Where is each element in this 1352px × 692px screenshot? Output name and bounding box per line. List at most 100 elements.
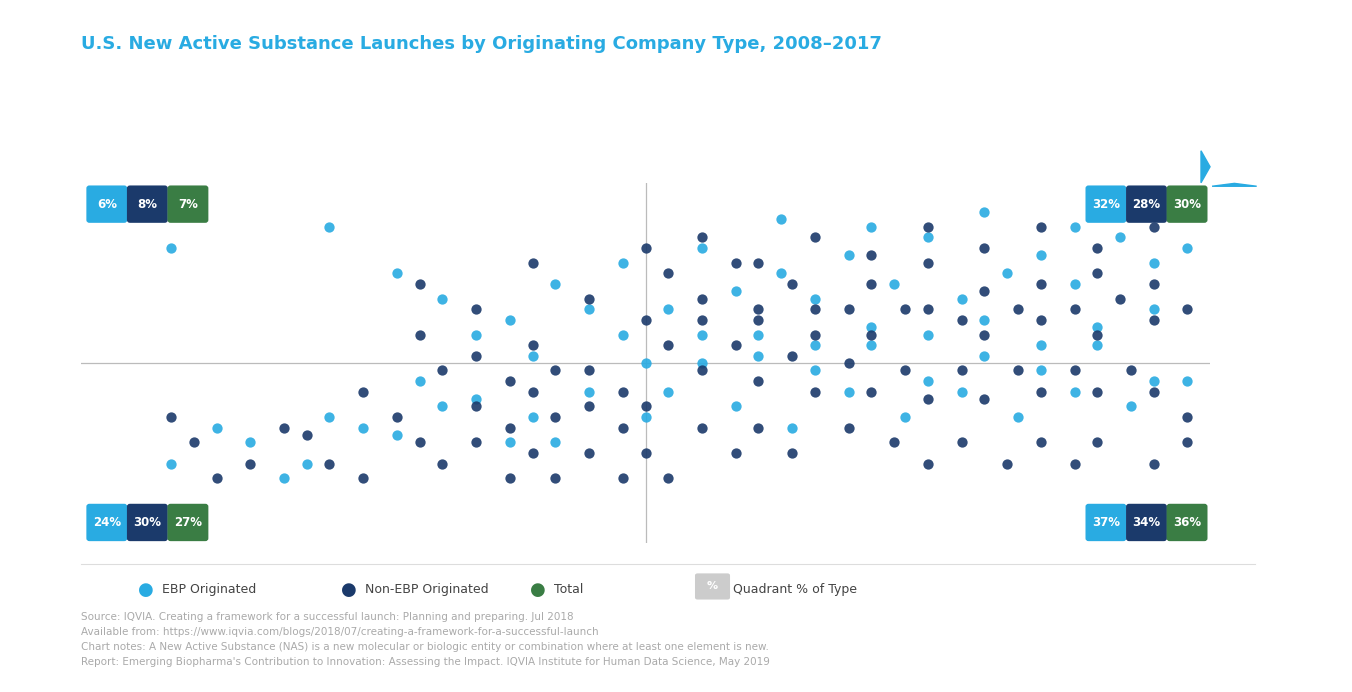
Point [1064, 365, 1086, 376]
Point [657, 473, 679, 484]
Point [465, 401, 487, 412]
Point [545, 279, 566, 290]
Point [973, 351, 995, 362]
Point [691, 243, 713, 254]
Text: High: High [1149, 161, 1182, 173]
Point [657, 340, 679, 351]
Text: 34%: 34% [1133, 516, 1160, 529]
Point [319, 412, 341, 423]
Point [973, 207, 995, 218]
Text: High: High [1228, 192, 1241, 225]
Point [1142, 376, 1164, 387]
FancyBboxPatch shape [168, 504, 208, 541]
Point [973, 394, 995, 405]
Point [1176, 437, 1198, 448]
Point [579, 304, 600, 315]
FancyBboxPatch shape [87, 185, 127, 223]
Point [804, 387, 826, 398]
Point [950, 387, 972, 398]
Point [917, 232, 938, 243]
Point [319, 459, 341, 470]
Point [1176, 243, 1198, 254]
Point [612, 423, 634, 434]
Point [895, 365, 917, 376]
Text: Low: Low [95, 161, 123, 173]
Point [635, 358, 657, 369]
Point [499, 423, 521, 434]
Point [781, 351, 803, 362]
Point [1087, 387, 1109, 398]
Text: ●: ● [530, 581, 546, 599]
Point [950, 315, 972, 326]
Text: 37%: 37% [1092, 516, 1119, 529]
Point [973, 329, 995, 340]
FancyBboxPatch shape [695, 574, 730, 599]
Point [804, 329, 826, 340]
Point [1142, 257, 1164, 268]
Point [781, 279, 803, 290]
Point [1064, 221, 1086, 232]
Point [771, 214, 792, 225]
Point [1142, 279, 1164, 290]
Text: Quadrant % of Type: Quadrant % of Type [733, 583, 857, 596]
Text: Total: Total [554, 583, 584, 596]
Point [161, 412, 183, 423]
Point [748, 257, 769, 268]
Point [657, 268, 679, 279]
Point [895, 304, 917, 315]
Point [161, 243, 183, 254]
Point [917, 394, 938, 405]
Text: ●: ● [341, 581, 357, 599]
Point [1087, 437, 1109, 448]
Point [1087, 322, 1109, 333]
Point [748, 329, 769, 340]
Point [748, 315, 769, 326]
FancyBboxPatch shape [1126, 504, 1167, 541]
Text: %: % [707, 581, 718, 592]
Point [183, 437, 206, 448]
Point [499, 376, 521, 387]
Point [748, 376, 769, 387]
Point [579, 448, 600, 459]
Point [804, 340, 826, 351]
Point [804, 304, 826, 315]
Point [612, 257, 634, 268]
Point [860, 340, 882, 351]
Point [206, 423, 227, 434]
Point [917, 376, 938, 387]
Point [883, 279, 904, 290]
Point [996, 268, 1018, 279]
Point [1064, 279, 1086, 290]
Point [1087, 329, 1109, 340]
Point [635, 315, 657, 326]
Point [973, 286, 995, 297]
Point [1142, 304, 1164, 315]
Point [838, 423, 860, 434]
Point [239, 437, 261, 448]
Point [296, 459, 318, 470]
Point [781, 448, 803, 459]
Point [499, 315, 521, 326]
FancyBboxPatch shape [1126, 185, 1167, 223]
Point [838, 358, 860, 369]
Text: 30%: 30% [1174, 198, 1201, 210]
Point [1087, 268, 1109, 279]
Point [545, 437, 566, 448]
FancyBboxPatch shape [127, 504, 168, 541]
Point [950, 365, 972, 376]
Point [860, 322, 882, 333]
Point [725, 340, 746, 351]
Text: 30%: 30% [134, 516, 161, 529]
Point [691, 423, 713, 434]
Point [408, 329, 430, 340]
Point [973, 243, 995, 254]
Point [635, 401, 657, 412]
Text: 32%: 32% [1092, 198, 1119, 210]
Text: 8%: 8% [138, 198, 157, 210]
Point [635, 448, 657, 459]
Point [657, 304, 679, 315]
Point [387, 268, 408, 279]
Point [748, 423, 769, 434]
Text: Non-EBP Originated: Non-EBP Originated [365, 583, 488, 596]
Point [691, 315, 713, 326]
